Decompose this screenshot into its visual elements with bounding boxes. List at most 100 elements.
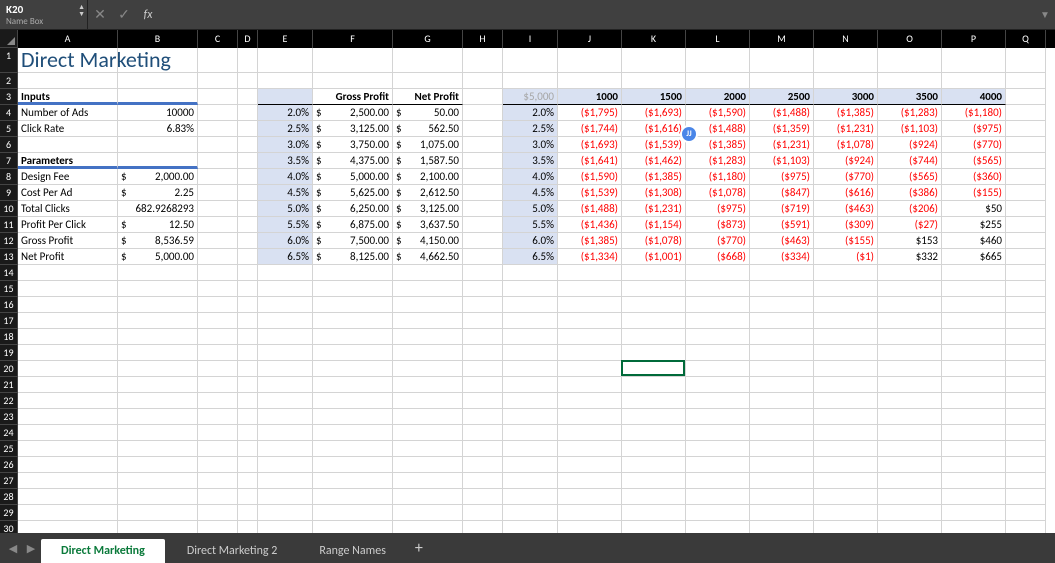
cell-G16[interactable] [393, 297, 463, 313]
cell-M3[interactable]: 2500 [750, 89, 814, 105]
cell-Q19[interactable] [1006, 345, 1046, 361]
cell-L21[interactable] [686, 377, 750, 393]
cell-C8[interactable] [198, 169, 238, 185]
cell-G29[interactable] [393, 505, 463, 521]
cell-C4[interactable] [198, 105, 238, 121]
cell-O22[interactable] [878, 393, 942, 409]
cell-F10[interactable]: $6,250.00 [313, 201, 393, 217]
cell-K11[interactable]: ($1,154) [622, 217, 686, 233]
cell-O14[interactable] [878, 265, 942, 281]
cell-J1[interactable] [558, 48, 622, 73]
row-header-11[interactable]: 11 [0, 217, 18, 233]
cell-L7[interactable]: ($1,283) [686, 153, 750, 169]
cell-K26[interactable] [622, 457, 686, 473]
cell-G12[interactable]: $4,150.00 [393, 233, 463, 249]
cell-C2[interactable] [198, 73, 238, 89]
row-header-9[interactable]: 9 [0, 185, 18, 201]
cell-J15[interactable] [558, 281, 622, 297]
cell-M13[interactable]: ($334) [750, 249, 814, 265]
cell-K8[interactable]: ($1,385) [622, 169, 686, 185]
row-header-30[interactable]: 30 [0, 521, 18, 533]
cell-B13[interactable]: $5,000.00 [118, 249, 198, 265]
cell-D20[interactable] [238, 361, 258, 377]
cell-J14[interactable] [558, 265, 622, 281]
cell-O17[interactable] [878, 313, 942, 329]
cell-M17[interactable] [750, 313, 814, 329]
cell-B6[interactable] [118, 137, 198, 153]
cell-I12[interactable]: 6.0% [503, 233, 558, 249]
cell-I9[interactable]: 4.5% [503, 185, 558, 201]
cell-Q7[interactable] [1006, 153, 1046, 169]
sheet-tab[interactable]: Range Names [299, 539, 406, 563]
cell-O11[interactable]: ($27) [878, 217, 942, 233]
cell-M2[interactable] [750, 73, 814, 89]
cell-E23[interactable] [258, 409, 313, 425]
cell-C25[interactable] [198, 441, 238, 457]
cell-I28[interactable] [503, 489, 558, 505]
cell-N21[interactable] [814, 377, 878, 393]
cell-I15[interactable] [503, 281, 558, 297]
name-box-stepper[interactable]: ▲▼ [78, 3, 85, 17]
cell-Q30[interactable] [1006, 521, 1046, 533]
cell-Q12[interactable] [1006, 233, 1046, 249]
cell-C22[interactable] [198, 393, 238, 409]
cell-K1[interactable] [622, 48, 686, 73]
row-header-29[interactable]: 29 [0, 505, 18, 521]
cell-L27[interactable] [686, 473, 750, 489]
cell-N13[interactable]: ($1) [814, 249, 878, 265]
cell-Q18[interactable] [1006, 329, 1046, 345]
cell-D12[interactable] [238, 233, 258, 249]
cell-N3[interactable]: 3000 [814, 89, 878, 105]
cell-I21[interactable] [503, 377, 558, 393]
cell-O19[interactable] [878, 345, 942, 361]
cell-M1[interactable] [750, 48, 814, 73]
cell-E6[interactable]: 3.0% [258, 137, 313, 153]
cell-N4[interactable]: ($1,385) [814, 105, 878, 121]
cell-D27[interactable] [238, 473, 258, 489]
cell-N28[interactable] [814, 489, 878, 505]
tab-add-icon[interactable]: + [407, 539, 431, 558]
cell-F6[interactable]: $3,750.00 [313, 137, 393, 153]
cell-M4[interactable]: ($1,488) [750, 105, 814, 121]
cell-A16[interactable] [18, 297, 118, 313]
cell-D6[interactable] [238, 137, 258, 153]
select-all-corner[interactable] [0, 30, 18, 48]
cell-N29[interactable] [814, 505, 878, 521]
cell-H5[interactable] [463, 121, 503, 137]
cell-G11[interactable]: $3,637.50 [393, 217, 463, 233]
col-header-F[interactable]: F [313, 30, 393, 48]
cell-A30[interactable] [18, 521, 118, 533]
cell-J21[interactable] [558, 377, 622, 393]
cell-G30[interactable] [393, 521, 463, 533]
cell-C13[interactable] [198, 249, 238, 265]
cell-C10[interactable] [198, 201, 238, 217]
cell-H8[interactable] [463, 169, 503, 185]
cell-I3[interactable]: $5,000 [503, 89, 558, 105]
cell-K2[interactable] [622, 73, 686, 89]
row-header-4[interactable]: 4 [0, 105, 18, 121]
cell-O21[interactable] [878, 377, 942, 393]
cell-H16[interactable] [463, 297, 503, 313]
cell-F18[interactable] [313, 329, 393, 345]
cell-D7[interactable] [238, 153, 258, 169]
cell-M6[interactable]: ($1,231) [750, 137, 814, 153]
cell-L26[interactable] [686, 457, 750, 473]
cell-M10[interactable]: ($719) [750, 201, 814, 217]
cell-J25[interactable] [558, 441, 622, 457]
cell-G2[interactable] [393, 73, 463, 89]
cell-H2[interactable] [463, 73, 503, 89]
cell-C30[interactable] [198, 521, 238, 533]
cell-E18[interactable] [258, 329, 313, 345]
cell-E3[interactable] [258, 89, 313, 105]
cell-I6[interactable]: 3.0% [503, 137, 558, 153]
cell-B9[interactable]: $2.25 [118, 185, 198, 201]
cell-H24[interactable] [463, 425, 503, 441]
col-header-O[interactable]: O [878, 30, 942, 48]
cell-J4[interactable]: ($1,795) [558, 105, 622, 121]
cell-A11[interactable]: Profit Per Click [18, 217, 118, 233]
cell-I13[interactable]: 6.5% [503, 249, 558, 265]
cell-P15[interactable] [942, 281, 1006, 297]
cell-H21[interactable] [463, 377, 503, 393]
row-header-26[interactable]: 26 [0, 457, 18, 473]
cell-I11[interactable]: 5.5% [503, 217, 558, 233]
